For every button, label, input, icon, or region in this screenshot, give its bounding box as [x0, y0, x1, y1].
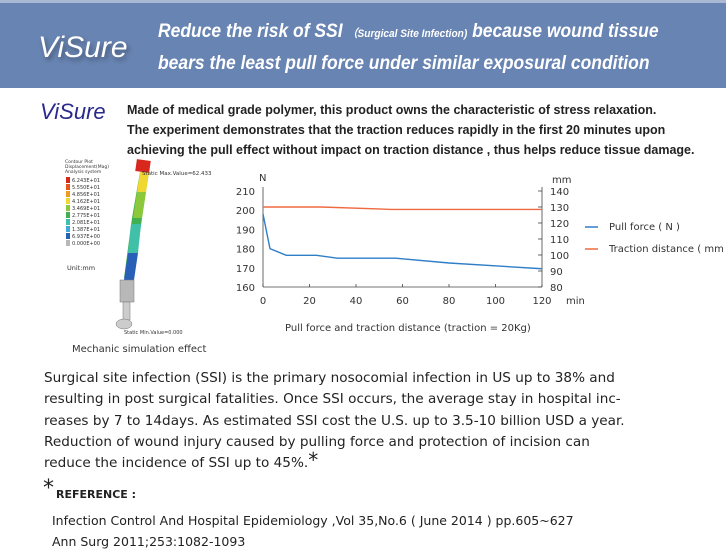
- legend-swatch: [66, 184, 70, 190]
- legend-swatch: [66, 219, 70, 225]
- y-right-tick-label: 90: [550, 267, 563, 278]
- legend-value: 4.856E+01: [72, 192, 100, 198]
- line-chart: N mm min Pull force and traction distanc…: [236, 173, 726, 334]
- body-line: Surgical site infection (SSI) is the pri…: [44, 370, 615, 386]
- x-tick-label: 20: [303, 296, 316, 307]
- footnote-asterisk: *: [308, 448, 319, 473]
- y-left-label: N: [259, 173, 266, 184]
- legend-value: 0.000E+00: [72, 241, 100, 247]
- min-value-label: Static Min.Value=0.000: [124, 330, 183, 336]
- legend-value: 2.775E+01: [72, 213, 100, 219]
- y-right-tick-label: 80: [550, 283, 563, 294]
- x-tick-label: 0: [260, 296, 266, 307]
- y-right-tick-label: 140: [550, 187, 569, 198]
- y-left-tick-label: 160: [236, 283, 255, 294]
- y-right-tick-label: 100: [550, 251, 569, 262]
- intro-text: Made of medical grade polymer, this prod…: [127, 100, 694, 160]
- header-banner: ViSure Reduce the risk of SSI （Surgical …: [0, 0, 726, 88]
- legend-value: 4.162E+01: [72, 199, 100, 205]
- headline: Reduce the risk of SSI （Surgical Site In…: [158, 17, 659, 79]
- legend-swatch: [66, 205, 70, 211]
- y-left-tick-label: 190: [236, 225, 255, 236]
- y-left-tick-label: 180: [236, 245, 255, 256]
- x-tick-label: 120: [532, 296, 551, 307]
- legend-value: 5.550E+01: [72, 185, 100, 191]
- reference-heading: REFERENCE :: [56, 488, 137, 501]
- intro-line: The experiment demonstrates that the tra…: [127, 123, 666, 137]
- legend-swatch: [66, 240, 70, 246]
- y-right-tick-label: 110: [550, 235, 569, 246]
- body-line: Reduction of wound injury caused by pull…: [44, 433, 590, 450]
- intro-line: Made of medical grade polymer, this prod…: [127, 103, 657, 117]
- reference-item: Infection Control And Hospital Epidemiol…: [52, 513, 574, 528]
- y-right-tick-label: 120: [550, 219, 569, 230]
- brand-logo: ViSure: [38, 31, 128, 64]
- y-left-tick-label: 210: [236, 187, 255, 198]
- y-left-tick-label: 170: [236, 264, 255, 275]
- legend-value: 6.243E+01: [72, 178, 100, 184]
- legend-value: 3.469E+01: [72, 206, 100, 212]
- legend-label: Pull force ( N ): [609, 222, 680, 233]
- headline-part: because wound tissue: [467, 21, 659, 42]
- body-paragraph: Surgical site infection (SSI) is the pri…: [44, 368, 625, 474]
- legend-value: 6.937E+00: [72, 234, 100, 240]
- reference-asterisk: *: [43, 476, 54, 501]
- legend-title: Displacement(Mag): [65, 164, 109, 170]
- intro-line: achieving the pull effect without impact…: [127, 143, 695, 157]
- x-tick-label: 60: [396, 296, 409, 307]
- legend-swatch: [66, 233, 70, 239]
- chart-title: Pull force and traction distance (tracti…: [285, 323, 531, 334]
- reference-item: Ann Surg 2011;253:1082-1093: [52, 534, 246, 549]
- y-right-tick-label: 130: [550, 203, 569, 214]
- legend-swatch: [66, 191, 70, 197]
- body-line: reduce the incidence of SSI up to 45%.: [44, 455, 309, 472]
- legend-value: 2.081E+01: [72, 220, 100, 226]
- legend-unit: Unit:mm: [67, 264, 95, 272]
- legend-swatch: [66, 177, 70, 183]
- simulation-caption: Mechanic simulation effect: [72, 344, 207, 355]
- series-line-traction: [263, 206, 542, 211]
- legend-title: Analysis system: [65, 169, 101, 175]
- series-line-pull-force: [262, 213, 543, 270]
- legend-swatch: [66, 198, 70, 204]
- max-value-label: Static Max.Value=62.433: [142, 171, 212, 177]
- x-axis-label: min: [566, 296, 585, 307]
- x-tick-label: 40: [350, 296, 363, 307]
- y-right-label: mm: [552, 175, 571, 186]
- x-tick-label: 80: [443, 296, 456, 307]
- legend-swatch: [66, 212, 70, 218]
- headline-paren: （Surgical Site Infection): [347, 28, 468, 40]
- x-tick-label: 100: [486, 296, 505, 307]
- legend-label: Traction distance ( mm ): [608, 244, 726, 255]
- headline-part: Reduce the risk of SSI: [158, 21, 343, 42]
- legend-value: 1.387E+01: [72, 227, 100, 233]
- brand-label: ViSure: [40, 99, 106, 124]
- body-line: reases by 7 to 14days. As estimated SSI …: [44, 412, 625, 429]
- legend-title: Contour Plot: [65, 159, 93, 165]
- headline-line: bears the least pull force under similar…: [158, 53, 650, 74]
- y-left-tick-label: 200: [236, 206, 255, 217]
- legend-swatch: [66, 226, 70, 232]
- body-line: resulting in post surgical fatalities. O…: [44, 391, 621, 408]
